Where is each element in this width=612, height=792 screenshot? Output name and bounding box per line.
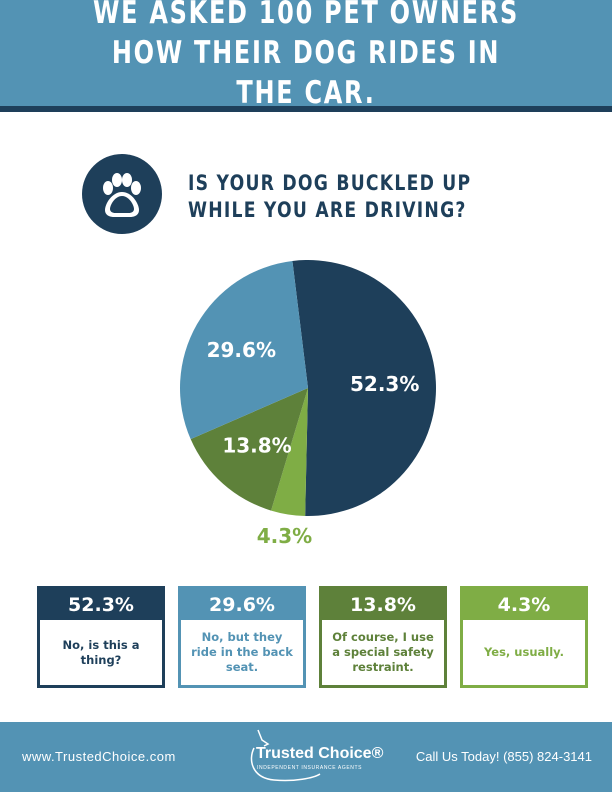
pie-slice (190, 388, 308, 511)
card-percent: 52.3% (40, 589, 162, 620)
card-label: Yes, usually. (484, 645, 564, 659)
card-percent: 13.8% (322, 589, 444, 620)
eagle-icon (250, 729, 321, 782)
pie-data-label: 52.3% (350, 372, 419, 396)
legend-cards: 52.3% No, is this a thing? 29.6% No, but th… (37, 586, 588, 688)
question-line-2: WHILE YOU ARE DRIVING? (188, 198, 467, 222)
card-percent: 4.3% (463, 589, 585, 620)
question-line-1: IS YOUR DOG BUCKLED UP (188, 171, 472, 195)
legend-card: 13.8% Of course, I use a special safety r… (319, 586, 447, 688)
website-link[interactable]: www.TrustedChoice.com (22, 749, 176, 764)
card-label: No, but they ride in the back seat. (191, 630, 293, 674)
paw-icon (82, 154, 162, 234)
legend-card: 52.3% No, is this a thing? (37, 586, 165, 688)
pie-slice (292, 260, 437, 516)
pie-slice (180, 260, 308, 440)
pie-data-label: 29.6% (207, 338, 276, 362)
legend-card: 4.3% Yes, usually. (460, 586, 588, 688)
logo-name: Trusted Choice® (256, 745, 384, 762)
header-banner: WE ASKED 100 PET OWNERS HOW THEIR DOG RI… (0, 0, 612, 112)
phone-number[interactable]: Call Us Today! (855) 824-3141 (415, 749, 592, 764)
pie-slice (271, 388, 308, 516)
trusted-choice-logo: Trusted Choice® INDEPENDENT INSURANCE AG… (244, 728, 383, 786)
card-percent: 29.6% (181, 589, 303, 620)
legend-card: 29.6% No, but they ride in the back seat. (178, 586, 306, 688)
pie-data-label: 4.3% (257, 524, 312, 548)
footer: www.TrustedChoice.com Trusted Choice® IN… (0, 722, 612, 792)
question-heading: IS YOUR DOG BUCKLED UP WHILE YOU ARE DRI… (188, 170, 471, 224)
pie-chart: 52.3% 4.3% 13.8% 29.6% (180, 260, 437, 548)
card-label: Of course, I use a special safety restra… (332, 630, 434, 674)
logo-subtitle: INDEPENDENT INSURANCE AGENTS (257, 765, 363, 771)
card-label: No, is this a thing? (62, 637, 140, 667)
page-title: WE ASKED 100 PET OWNERS HOW THEIR DOG RI… (93, 0, 519, 111)
pie-data-label: 13.8% (222, 433, 291, 457)
